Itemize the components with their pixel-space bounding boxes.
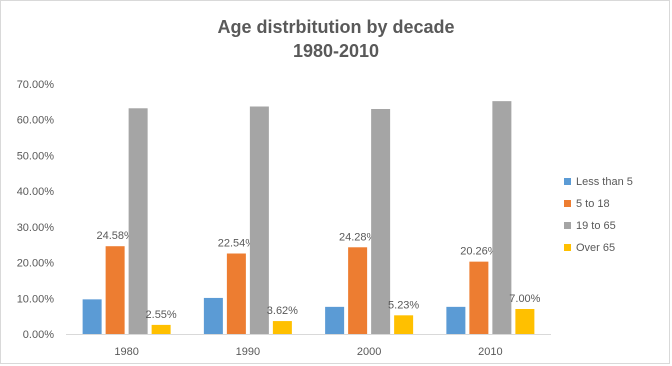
data-label: 24.28%: [339, 231, 377, 243]
y-tick-label: 20.00%: [17, 258, 55, 270]
bar: [492, 101, 512, 335]
y-tick-label: 50.00%: [17, 150, 55, 162]
legend-label: Less than 5: [576, 176, 633, 188]
x-tick-label: 2010: [478, 346, 502, 358]
chart-subtitle: 1980-2010: [292, 41, 380, 61]
data-label: 20.26%: [460, 246, 498, 258]
y-tick-label: 0.00%: [23, 329, 54, 341]
bar: [348, 247, 368, 334]
bar: [446, 306, 466, 334]
y-tick-label: 40.00%: [17, 186, 55, 198]
legend-label: Over 65: [576, 242, 615, 254]
data-label: 3.62%: [267, 305, 298, 317]
bar: [249, 106, 269, 334]
x-tick-label: 1990: [236, 346, 260, 358]
legend-label: 19 to 65: [576, 220, 616, 232]
data-label: 2.55%: [146, 309, 177, 321]
y-tick-label: 60.00%: [17, 115, 55, 127]
y-tick-label: 10.00%: [17, 293, 55, 305]
bar: [203, 297, 223, 334]
data-label: 22.54%: [218, 238, 256, 250]
data-label: 5.23%: [388, 299, 419, 311]
legend-label: 5 to 18: [576, 198, 610, 210]
legend-swatch: [564, 222, 571, 229]
bar: [371, 109, 391, 334]
bar: [272, 321, 292, 334]
bar: [128, 108, 148, 335]
bar: [151, 324, 171, 334]
bar: [325, 306, 345, 334]
bar: [82, 299, 102, 334]
bar: [105, 246, 125, 334]
x-tick-label: 2000: [357, 346, 381, 358]
bar: [469, 261, 489, 334]
bar: [226, 253, 246, 334]
chart-title: Age distrbitution by decade: [217, 17, 455, 37]
legend-swatch: [564, 178, 571, 185]
bar: [394, 315, 414, 334]
bar: [515, 309, 535, 334]
y-tick-label: 30.00%: [17, 222, 55, 234]
y-tick-label: 70.00%: [17, 79, 55, 91]
data-label: 7.00%: [509, 293, 540, 305]
x-tick-label: 1980: [114, 346, 138, 358]
data-label: 24.58%: [96, 230, 134, 242]
legend-swatch: [564, 244, 571, 251]
legend-swatch: [564, 200, 571, 207]
